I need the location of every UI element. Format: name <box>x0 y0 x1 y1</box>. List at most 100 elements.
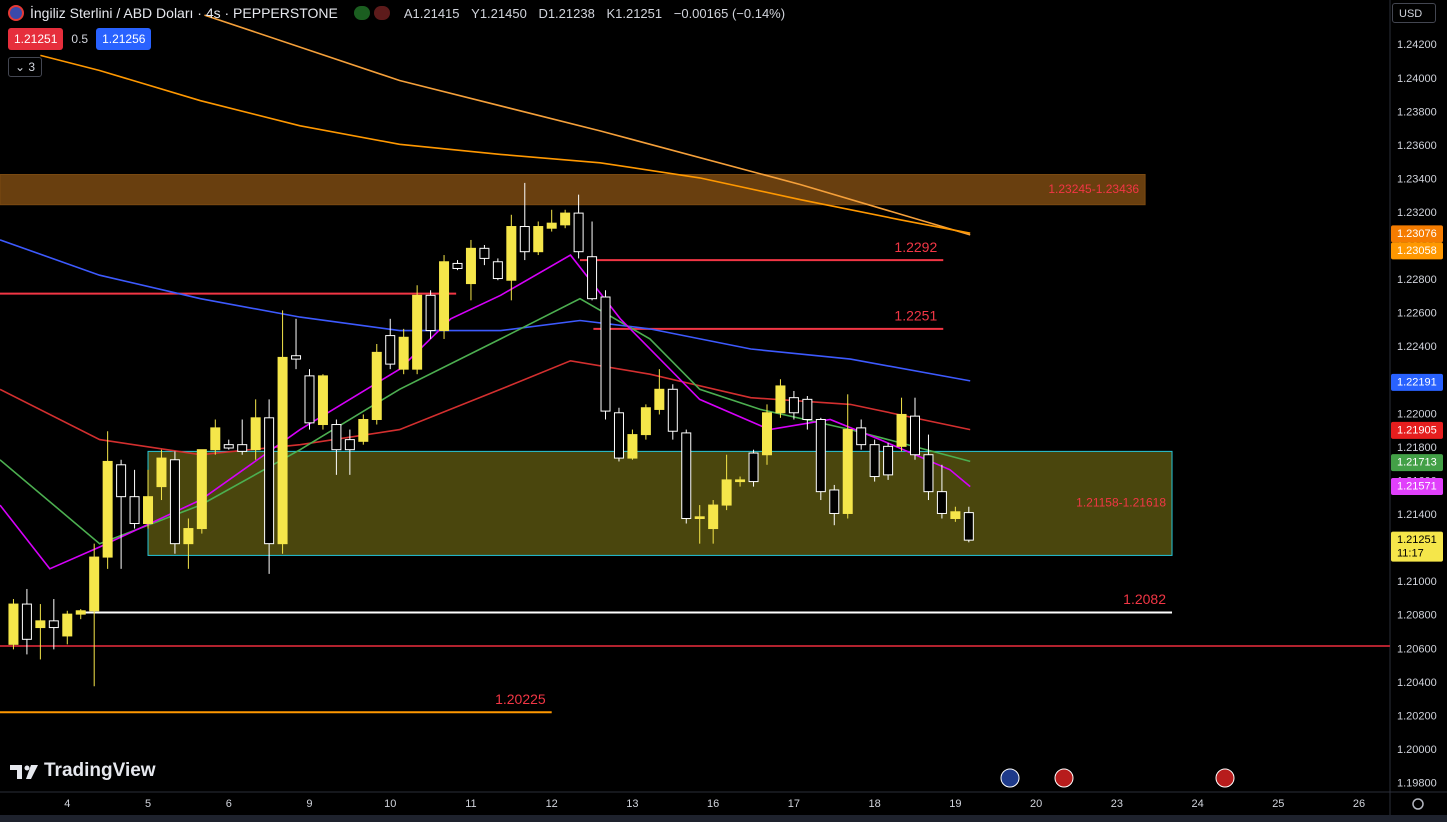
ohlc-value: 1.21238 <box>547 5 595 21</box>
price-tag-label: 1.23058 <box>1397 245 1437 257</box>
price-tag-label: 1.21905 <box>1397 424 1437 436</box>
status-badge <box>353 6 370 20</box>
buy-button[interactable]: 1.21256 <box>96 28 152 50</box>
x-tick-label: 16 <box>707 798 719 810</box>
sell-button[interactable]: 1.21251 <box>8 28 64 50</box>
y-tick-label: 1.22000 <box>1397 408 1437 420</box>
y-tick-label: 1.22600 <box>1397 308 1437 320</box>
plot-area: 1.23245-1.23436 1.21158-1.21618 1.2292 1.22… <box>0 14 1390 714</box>
logo-mark <box>10 765 22 779</box>
candle-body <box>412 294 423 370</box>
candle-body <box>613 412 624 459</box>
candle-body <box>331 424 342 451</box>
indicators-count: 3 <box>28 60 36 74</box>
candle-body <box>667 388 678 432</box>
candle-body <box>156 457 167 488</box>
header: İngiliz Sterlini / ABD Doları · 4s · PEP… <box>8 4 785 22</box>
x-tick-label: 11 <box>465 798 476 810</box>
price-tag-label: 1.21713 <box>1397 457 1437 469</box>
candle-body <box>963 512 974 541</box>
x-tick-label: 13 <box>626 798 638 810</box>
candle-body <box>102 460 113 558</box>
candle-body <box>385 335 396 365</box>
zone-label: 1.23245-1.23436 <box>1048 182 1139 196</box>
candle-body <box>75 610 86 615</box>
level-label: 1.2292 <box>894 239 937 255</box>
candle-body <box>425 294 436 332</box>
level-label: 1.2251 <box>894 308 937 324</box>
candle-body <box>21 603 32 640</box>
candle-body <box>89 556 100 612</box>
change: −0.00165 (−0.14%) <box>673 5 786 21</box>
candle-body <box>264 417 275 545</box>
x-tick-label: 20 <box>1030 798 1042 810</box>
zone <box>0 174 1146 206</box>
level-label: 1.2082 <box>1123 591 1166 607</box>
candle-body <box>694 516 705 519</box>
event-flag[interactable] <box>1054 768 1074 788</box>
indicator-line <box>40 54 971 234</box>
ohlc: A1.21415 Y1.21450 D1.21238 K1.21251 −0.0… <box>396 6 785 21</box>
countdown: 11:17 <box>1397 548 1424 560</box>
x-tick-label: 4 <box>64 798 70 810</box>
ohlc-label: Y <box>471 5 480 21</box>
candle-body <box>883 445 894 476</box>
y-tick-label: 1.21000 <box>1397 576 1437 588</box>
indicator-line <box>204 14 971 236</box>
y-tick-label: 1.20600 <box>1397 643 1437 655</box>
bottom-bar <box>0 815 1447 822</box>
candle-body <box>640 407 651 436</box>
x-tick-label: 18 <box>869 798 881 810</box>
event-flag[interactable] <box>1215 768 1235 788</box>
x-tick-label: 23 <box>1111 798 1123 810</box>
price-tag <box>1391 421 1443 439</box>
candle-body <box>317 375 328 426</box>
zone <box>147 450 1173 556</box>
x-tick-label: 12 <box>546 798 558 810</box>
candle-body <box>829 489 840 514</box>
indicators-toggle[interactable]: ⌄ 3 <box>8 57 43 77</box>
candle-body <box>936 491 947 514</box>
y-tick-label: 1.20000 <box>1397 744 1437 756</box>
candle-body <box>129 496 140 525</box>
spread: 0.5 <box>71 32 89 46</box>
price-tag-label: 1.23076 <box>1397 228 1437 240</box>
x-tick-label: 25 <box>1272 798 1284 810</box>
candle-body <box>143 496 154 525</box>
candle-body <box>761 412 772 456</box>
ohlc-label: D <box>538 5 548 21</box>
candle-body <box>533 226 544 253</box>
candle-body <box>439 261 450 332</box>
candle-body <box>237 444 248 452</box>
logo-mark <box>24 765 30 771</box>
candle-body <box>519 226 530 253</box>
candle-body <box>708 504 719 530</box>
currency-button[interactable]: USD <box>1392 3 1436 23</box>
y-tick-label: 1.22400 <box>1397 341 1437 353</box>
candle-body <box>600 296 611 412</box>
candle-body <box>196 449 207 530</box>
y-tick-label: 1.21800 <box>1397 442 1437 454</box>
candle-body <box>465 247 476 285</box>
candle-body <box>775 385 786 414</box>
price-tag-label: 1.21251 <box>1397 534 1437 546</box>
candle-body <box>546 222 557 229</box>
candle-body <box>869 444 880 478</box>
candle-body <box>856 427 867 446</box>
candle-body <box>371 351 382 420</box>
candle-body <box>802 398 813 420</box>
settings-button[interactable] <box>1412 798 1424 810</box>
event-flag[interactable] <box>1000 768 1020 788</box>
candle-body <box>654 388 665 410</box>
status-badge <box>373 6 390 20</box>
symbol[interactable]: İngiliz Sterlini / ABD Doları · 4s · PEP… <box>30 5 338 21</box>
x-tick-label: 19 <box>949 798 961 810</box>
y-tick-label: 1.20200 <box>1397 710 1437 722</box>
candle-body <box>116 464 127 498</box>
candle-body <box>573 212 584 253</box>
price-tag-label: 1.21571 <box>1397 480 1437 492</box>
y-tick-label: 1.20800 <box>1397 610 1437 622</box>
zone-label: 1.21158-1.21618 <box>1076 496 1166 510</box>
